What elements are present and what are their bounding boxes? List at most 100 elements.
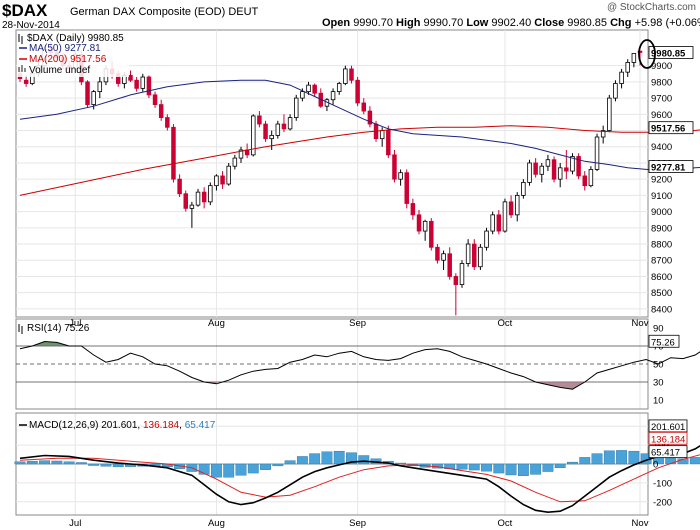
candle-up: [226, 165, 231, 185]
candle-up: [631, 53, 637, 63]
rsi-oversold-fill: [535, 382, 585, 390]
candle-up: [545, 159, 551, 167]
candle-up: [306, 84, 311, 93]
high-label: High: [396, 17, 421, 29]
macd-histogram-bar: [26, 460, 38, 465]
instrument-name-text: German DAX Composite (EOD): [70, 6, 226, 18]
macd-tick-label: 0: [653, 460, 658, 471]
signal-line: [19, 454, 700, 503]
candle-down: [361, 102, 367, 112]
macd-histogram-bar: [235, 463, 247, 476]
candle-up: [484, 230, 489, 248]
macd-histogram-bar: [100, 463, 112, 467]
macd-histogram-bar: [616, 450, 628, 465]
candle-down: [367, 110, 373, 125]
candle-down: [508, 201, 514, 216]
histogram-value: 65.417: [185, 420, 216, 431]
candle-down: [533, 162, 538, 175]
month-label: Oct: [498, 318, 513, 329]
candle-down: [201, 191, 207, 203]
month-label: Nov: [632, 318, 649, 329]
price-tag-text: 9517.56: [651, 124, 685, 135]
candle-up: [625, 62, 630, 73]
candle-up: [521, 182, 526, 196]
candle-down: [435, 246, 440, 261]
candle-down: [386, 130, 391, 156]
price-grid: [16, 30, 648, 515]
price-tick-label: 9600: [651, 110, 672, 121]
macd-histogram-bar: [198, 463, 210, 475]
legend-ma50: MA(50) 9277.81: [29, 43, 101, 54]
candle-up: [619, 71, 624, 84]
macd-histogram-bar: [689, 457, 700, 465]
macd-histogram-bar: [505, 463, 517, 476]
candle-down: [312, 84, 317, 94]
price-tick-label: 9700: [651, 94, 672, 105]
price-tick-label: 8500: [651, 288, 672, 299]
month-axis: Jul Jul Aug Aug Sep Sep Oct Oct Nov Nov: [69, 318, 649, 529]
legend-bg: [17, 31, 129, 77]
candle-up: [343, 68, 348, 84]
price-tick-label: 9800: [651, 77, 672, 88]
candle-down: [85, 81, 90, 105]
candle-up: [287, 117, 293, 130]
macd-histogram-bar: [554, 463, 566, 468]
macd-histogram-bar: [260, 463, 271, 470]
chg-label: Chg: [610, 17, 632, 29]
macd-tick-label: -100: [653, 478, 672, 489]
price-tag-box: [648, 121, 694, 135]
macd-histogram: [14, 450, 700, 478]
macd-histogram-bar: [88, 463, 100, 466]
candle-up: [275, 123, 281, 136]
open-label: Open: [322, 17, 351, 29]
rsi-line: [19, 340, 700, 390]
candle-down: [496, 214, 502, 232]
candle-down: [257, 115, 262, 125]
month-label-bottom: Nov: [632, 518, 649, 529]
rsi-tick-label: 10: [653, 396, 664, 407]
candle-down: [416, 214, 422, 232]
candle-up: [140, 76, 146, 89]
low-label: Low: [466, 17, 489, 29]
candle-up: [594, 136, 600, 170]
signal-value: 136.184: [143, 420, 180, 431]
last-price-highlight: [638, 39, 656, 69]
macd-histogram-bar: [493, 463, 505, 474]
candle-up: [514, 194, 520, 216]
candle-up: [588, 169, 594, 187]
month-label-bottom: Sep: [349, 518, 366, 529]
open-value: 9990.70: [353, 17, 393, 29]
candle-up: [269, 134, 274, 140]
candle-up: [300, 91, 305, 99]
macd-histogram-bar: [112, 463, 124, 468]
price-tick-label: 9900: [651, 61, 672, 72]
candle-down: [349, 68, 354, 81]
candle-up: [398, 172, 403, 180]
legend-volume: Volume undef: [29, 65, 90, 76]
high-value: 9990.70: [423, 17, 464, 29]
stockcharts-credit[interactable]: @ StockCharts.com: [606, 2, 696, 13]
candle-up: [441, 253, 446, 261]
rsi-grid: [16, 345, 648, 383]
candle-up: [336, 83, 342, 93]
macd-histogram-bar: [63, 461, 75, 465]
ma50-line: [19, 79, 700, 172]
candle-up: [527, 162, 532, 183]
macd-title: MACD(12,26,9): [29, 420, 98, 431]
candle-up: [238, 149, 244, 159]
candle-down: [134, 79, 139, 89]
price-tick-label: 8900: [651, 223, 672, 234]
macd-histogram-bar: [603, 450, 615, 465]
candle-up: [570, 156, 575, 172]
candle-up: [459, 263, 465, 285]
quote-bar: Open 9990.70 High 9990.70 Low 9902.40 Cl…: [322, 17, 700, 29]
candle-up: [557, 167, 563, 180]
candle-up: [214, 175, 219, 187]
macd-legend-text: MACD(12,26,9) 201.601, 136.184, 65.417: [29, 420, 216, 431]
macd-histogram-bar: [296, 456, 308, 465]
macd-histogram-bar: [211, 463, 222, 478]
candle-down: [165, 117, 170, 128]
candle-up: [208, 185, 213, 203]
